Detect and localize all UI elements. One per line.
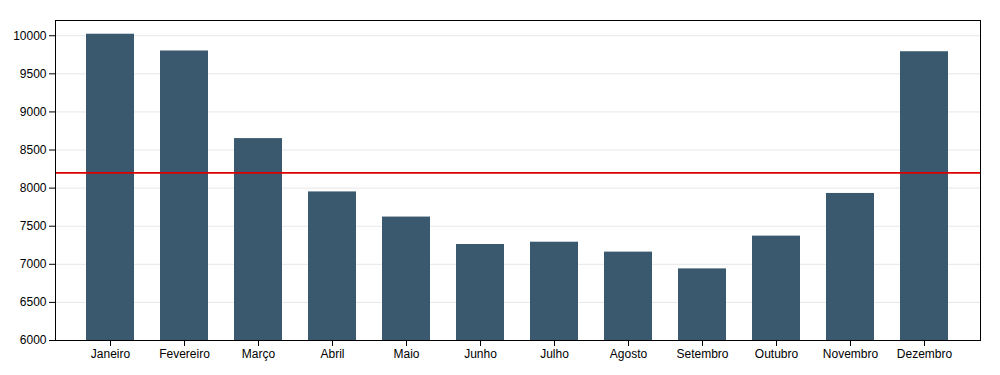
svg-text:Agosto: Agosto	[610, 347, 648, 361]
svg-text:Julho: Julho	[540, 347, 569, 361]
svg-text:6000: 6000	[20, 333, 47, 347]
svg-text:6500: 6500	[20, 295, 47, 309]
svg-text:10000: 10000	[13, 29, 47, 43]
svg-text:9000: 9000	[20, 105, 47, 119]
svg-text:8000: 8000	[20, 181, 47, 195]
svg-text:Abril: Abril	[320, 347, 344, 361]
svg-text:8500: 8500	[20, 143, 47, 157]
svg-text:Janeiro: Janeiro	[91, 347, 131, 361]
svg-text:7500: 7500	[20, 219, 47, 233]
svg-text:9500: 9500	[20, 67, 47, 81]
svg-text:Outubro: Outubro	[755, 347, 799, 361]
svg-text:Setembro: Setembro	[676, 347, 728, 361]
svg-text:Novembro: Novembro	[823, 347, 879, 361]
svg-text:7000: 7000	[20, 257, 47, 271]
svg-text:Maio: Maio	[393, 347, 419, 361]
svg-text:Junho: Junho	[464, 347, 497, 361]
svg-text:Fevereiro: Fevereiro	[159, 347, 210, 361]
svg-text:Dezembro: Dezembro	[897, 347, 953, 361]
svg-text:Março: Março	[242, 347, 276, 361]
